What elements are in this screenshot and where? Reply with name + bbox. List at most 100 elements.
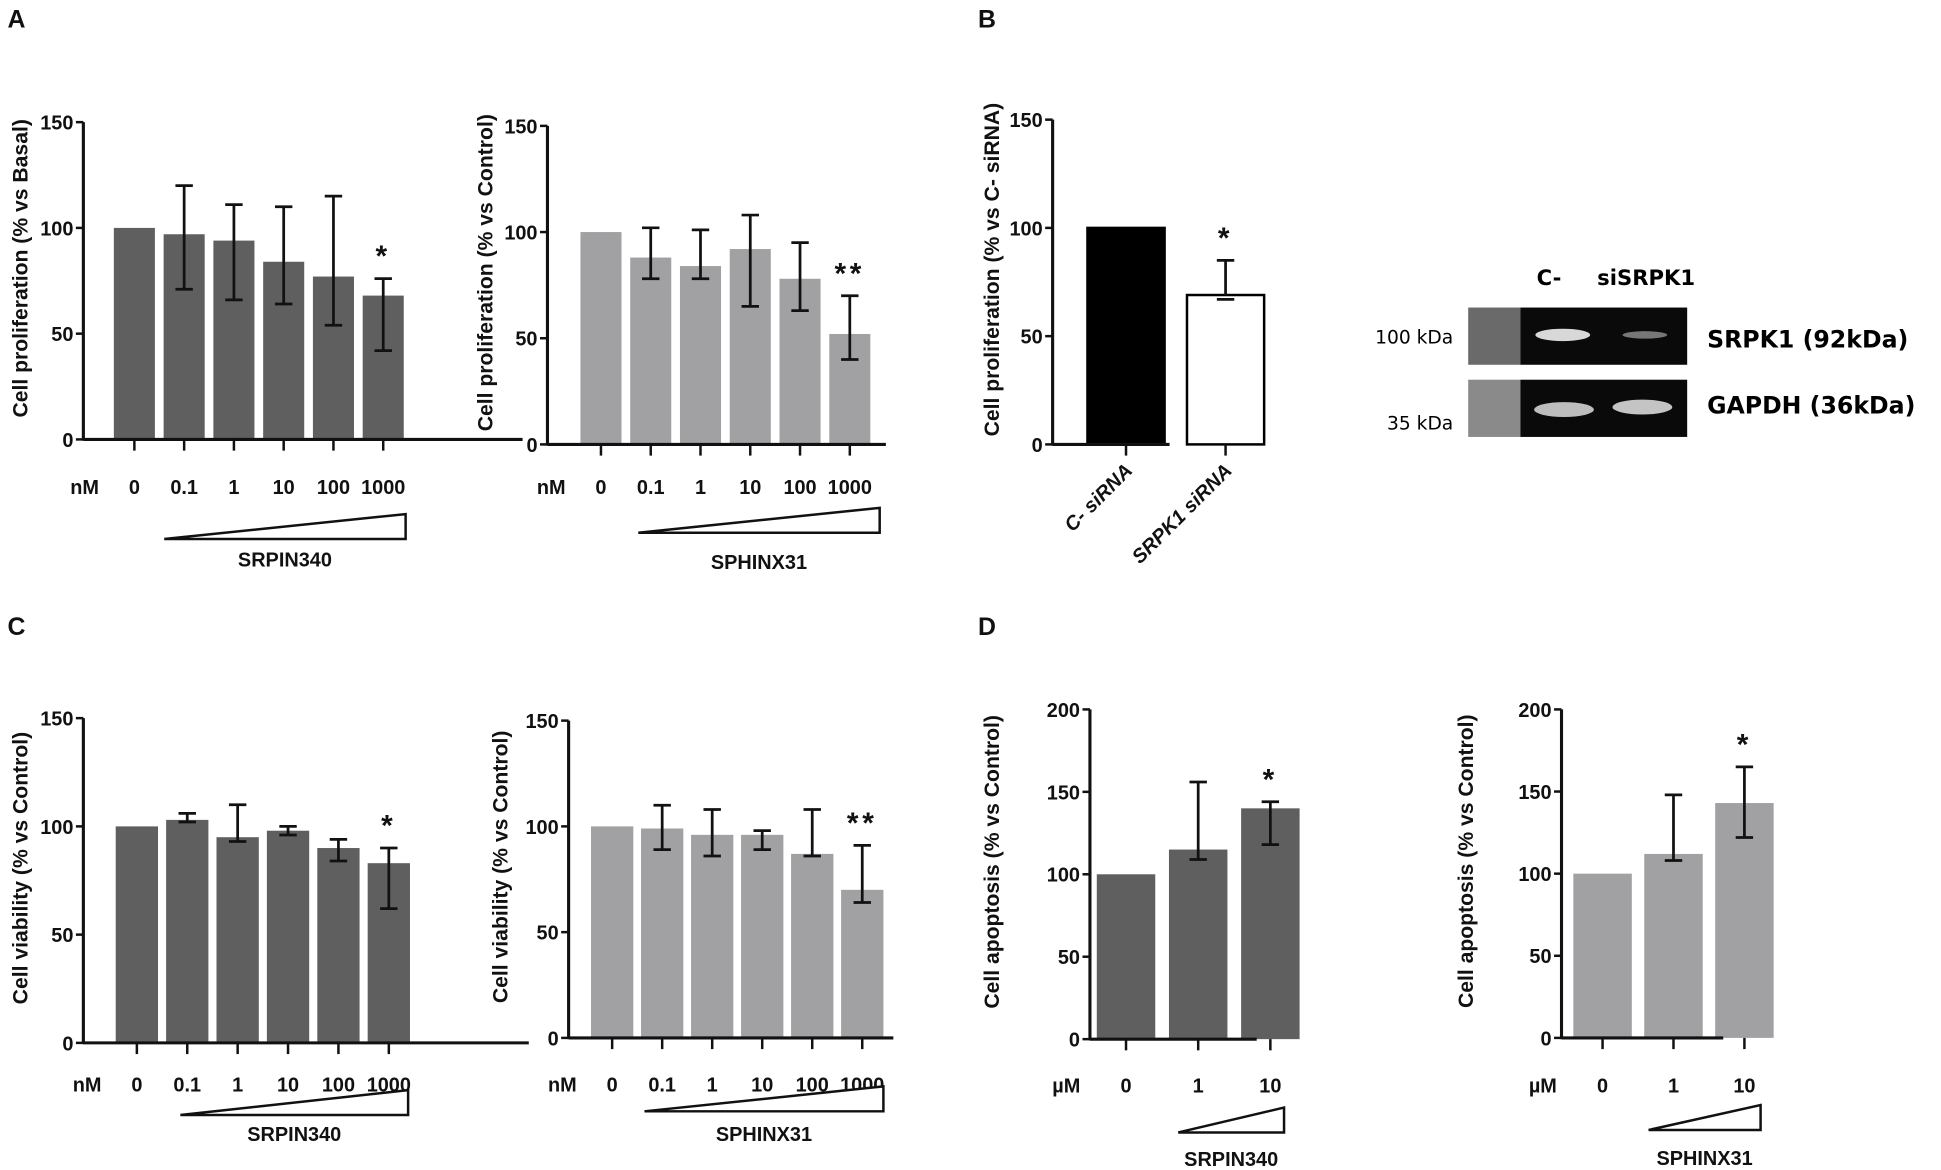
x-tick-label: 1	[1668, 1076, 1679, 1098]
x-tick-label: 0	[595, 477, 606, 499]
blot-lane-label-control: C-	[1537, 265, 1562, 290]
panel-label-c: C	[7, 613, 25, 641]
bar	[641, 828, 684, 1038]
x-tick-label: 0	[129, 477, 140, 499]
error-bar	[228, 803, 247, 843]
concentration-gradient-triangle	[180, 1088, 410, 1117]
error-bar	[178, 812, 196, 824]
y-tick-label: 150	[40, 113, 73, 135]
y-tick-label: 150	[1518, 782, 1551, 804]
bar	[113, 227, 155, 440]
error-bar	[853, 844, 871, 904]
error-bar	[1664, 793, 1683, 862]
error-bar	[274, 205, 293, 306]
x-tick-label: 100	[796, 1074, 829, 1096]
concentration-gradient-triangle	[1178, 1106, 1286, 1134]
y-axis-title: Cell viability (% vs Control)	[490, 731, 513, 1004]
concentration-gradient-triangle	[638, 506, 881, 534]
significance-label: *	[381, 810, 396, 843]
y-tick-label: 150	[1009, 110, 1042, 132]
y-tick-label: 50	[51, 324, 73, 346]
bar	[166, 819, 209, 1043]
y-tick-label: 150	[40, 709, 73, 731]
y-tick-label: 100	[504, 223, 537, 245]
bar	[679, 266, 722, 445]
bar	[317, 848, 360, 1043]
bar	[1096, 874, 1156, 1040]
bar	[1086, 226, 1166, 446]
significance-label: *	[1263, 763, 1278, 796]
concentration-gradient-triangle	[644, 1085, 885, 1113]
error-bar	[841, 294, 859, 361]
x-tick-label: 0	[1120, 1076, 1131, 1098]
drug-label: SPHINX31	[1657, 1148, 1753, 1170]
x-tick-label: 0.1	[637, 477, 665, 499]
error-bar	[1216, 259, 1235, 301]
bar	[841, 889, 884, 1038]
drug-label: SPHINX31	[711, 552, 807, 574]
y-tick-label: 100	[1047, 865, 1080, 887]
x-tick-label: 10	[273, 477, 295, 499]
y-axis-title: Cell viability (% vs Control)	[9, 732, 32, 1005]
x-tick-label: 0	[1597, 1076, 1608, 1098]
error-bar	[642, 226, 660, 281]
significance-label: *	[376, 240, 391, 273]
y-axis-title: Cell proliferation (% vs Basal)	[9, 119, 32, 417]
drug-label: SRPIN340	[1184, 1149, 1278, 1170]
y-axis-title: Cell proliferation (% vs Control)	[475, 114, 498, 431]
x-tick-label: 0.1	[173, 1074, 201, 1096]
x-tick-label: 0	[131, 1074, 142, 1096]
y-tick-label: 150	[1047, 782, 1080, 804]
x-tick-label: 100	[783, 477, 816, 499]
bar	[266, 830, 310, 1043]
blot-band-srpk1-sisrpk1	[1622, 331, 1668, 339]
bar	[1715, 803, 1774, 1038]
bar	[691, 834, 734, 1038]
drug-label: SRPIN340	[238, 549, 332, 571]
y-tick-label: 0	[62, 1033, 73, 1055]
bar	[1185, 293, 1266, 446]
error-bar	[279, 825, 297, 837]
error-bar	[175, 184, 193, 291]
x-tick-label: 0.1	[648, 1074, 676, 1096]
error-bar	[1735, 765, 1754, 839]
bar	[791, 853, 834, 1038]
y-tick-label: 0	[62, 430, 73, 452]
chart-d2: * 0 50 100 150 200 0 1 10 µM Cell apoptosis (% vs …	[1455, 700, 1774, 1170]
error-bar	[653, 803, 671, 852]
x-unit-label: nM	[73, 1074, 102, 1096]
bar	[1573, 873, 1632, 1038]
x-unit-label: µM	[1529, 1076, 1557, 1098]
significance-label: **	[834, 257, 865, 290]
y-tick-label: 100	[1518, 864, 1551, 886]
x-tick-label: 1	[232, 1074, 243, 1096]
panel-label-b: B	[978, 6, 996, 34]
blot-protein-srpk1: SRPK1 (92kDa)	[1707, 325, 1908, 353]
x-tick-label: 1000	[361, 477, 405, 499]
bar	[741, 834, 784, 1038]
blot-band-gapdh-sisrpk1	[1612, 399, 1673, 415]
significance-label: **	[847, 807, 878, 840]
bar	[580, 232, 622, 445]
blot-band-gapdh-control	[1534, 402, 1594, 418]
x-tick-label: 1000	[828, 477, 872, 499]
y-tick-label: 50	[515, 329, 537, 351]
y-tick-label: 0	[1069, 1030, 1080, 1052]
panel-label-a: A	[7, 6, 25, 34]
bar	[115, 826, 159, 1043]
y-tick-label: 100	[1009, 218, 1042, 240]
error-bar	[324, 194, 343, 327]
y-tick-label: 50	[1058, 947, 1080, 969]
x-tick-label: 10	[1733, 1076, 1755, 1098]
y-tick-label: 0	[548, 1028, 559, 1050]
y-tick-label: 0	[526, 435, 537, 457]
western-blot: C- siSRPK1 100 kDa 35 kDa SRPK1 (92kDa) …	[1375, 265, 1915, 437]
x-tick-label: 10	[739, 477, 761, 499]
y-tick-label: 100	[40, 218, 73, 240]
x-tick-label: 1	[695, 477, 706, 499]
error-bar	[374, 277, 392, 352]
blot-marker-lane-bottom	[1468, 379, 1521, 437]
y-axis-title: Cell apoptosis (% vs Control)	[1455, 714, 1478, 1008]
